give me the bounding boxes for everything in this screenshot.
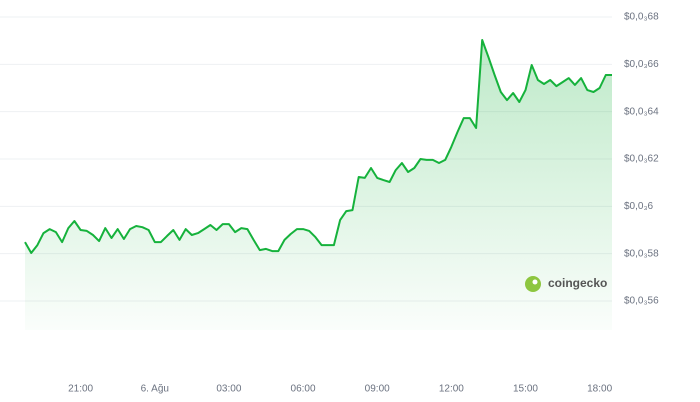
x-tick-label: 6. Ağu bbox=[141, 384, 169, 395]
logo-icon bbox=[525, 276, 541, 292]
y-tick-label: $0,0₃6 bbox=[624, 201, 654, 212]
y-tick-label: $0,0₃66 bbox=[624, 59, 659, 70]
x-tick-label: 21:00 bbox=[68, 384, 93, 395]
x-tick-label: 03:00 bbox=[216, 384, 241, 395]
logo-eye bbox=[532, 279, 538, 285]
y-tick-label: $0,0₃68 bbox=[624, 12, 659, 23]
x-tick-label: 18:00 bbox=[587, 384, 612, 395]
watermark: coingecko bbox=[525, 276, 607, 292]
y-tick-label: $0,0₃64 bbox=[624, 106, 659, 117]
y-tick-label: $0,0₃62 bbox=[624, 154, 659, 165]
y-tick-label: $0,0₃56 bbox=[624, 296, 659, 307]
x-tick-label: 15:00 bbox=[513, 384, 538, 395]
x-tick-label: 09:00 bbox=[365, 384, 390, 395]
area bbox=[25, 40, 612, 330]
watermark-text: coingecko bbox=[548, 276, 607, 290]
price-line bbox=[24, 39, 612, 254]
y-tick-label: $0,0₃58 bbox=[624, 248, 659, 259]
x-tick-label: 06:00 bbox=[291, 384, 316, 395]
x-tick-label: 12:00 bbox=[439, 384, 464, 395]
